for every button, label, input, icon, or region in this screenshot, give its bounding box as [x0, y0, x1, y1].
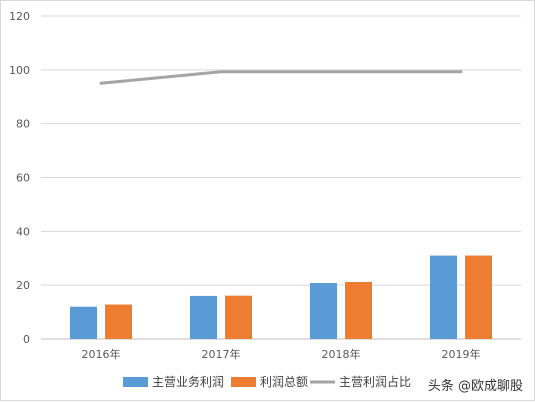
- y-tick-label: 40: [16, 225, 30, 238]
- gridlines: [41, 15, 521, 340]
- y-tick-label: 120: [9, 10, 30, 23]
- y-tick-label: 0: [23, 333, 30, 346]
- bar-main-business-profit: [310, 283, 337, 339]
- bar-total-profit: [345, 281, 372, 339]
- x-tick-label: 2019年: [442, 347, 481, 361]
- legend: 主营业务利润 利润总额 主营利润占比: [123, 374, 411, 389]
- legend-swatch: [231, 377, 256, 387]
- legend-label: 利润总额: [260, 375, 308, 389]
- watermark-text: 头条 @欧成聊股: [428, 378, 523, 394]
- bar-main-business-profit: [430, 255, 457, 339]
- y-tick-label: 60: [16, 172, 30, 185]
- bar-main-business-profit: [190, 295, 217, 339]
- line-series: [99, 70, 463, 85]
- line-main-profit-ratio: [99, 70, 463, 85]
- bar-total-profit: [225, 295, 252, 339]
- y-tick-label: 20: [16, 279, 30, 292]
- legend-swatch: [123, 377, 148, 387]
- bars: [70, 255, 492, 339]
- x-axis-ticks: 2016年 2017年 2018年 2019年: [82, 347, 481, 361]
- y-axis-ticks: 0 20 40 60 80 100 120: [9, 10, 30, 346]
- bar-main-business-profit: [70, 306, 97, 339]
- x-tick-label: 2018年: [322, 347, 361, 361]
- x-tick-label: 2017年: [202, 347, 241, 361]
- legend-label: 主营利润占比: [339, 374, 411, 389]
- x-tick-label: 2016年: [82, 347, 121, 361]
- bar-total-profit: [105, 304, 132, 339]
- y-tick-label: 100: [9, 64, 30, 77]
- legend-label: 主营业务利润: [152, 374, 224, 389]
- y-tick-label: 80: [16, 118, 30, 131]
- bar-total-profit: [465, 255, 492, 339]
